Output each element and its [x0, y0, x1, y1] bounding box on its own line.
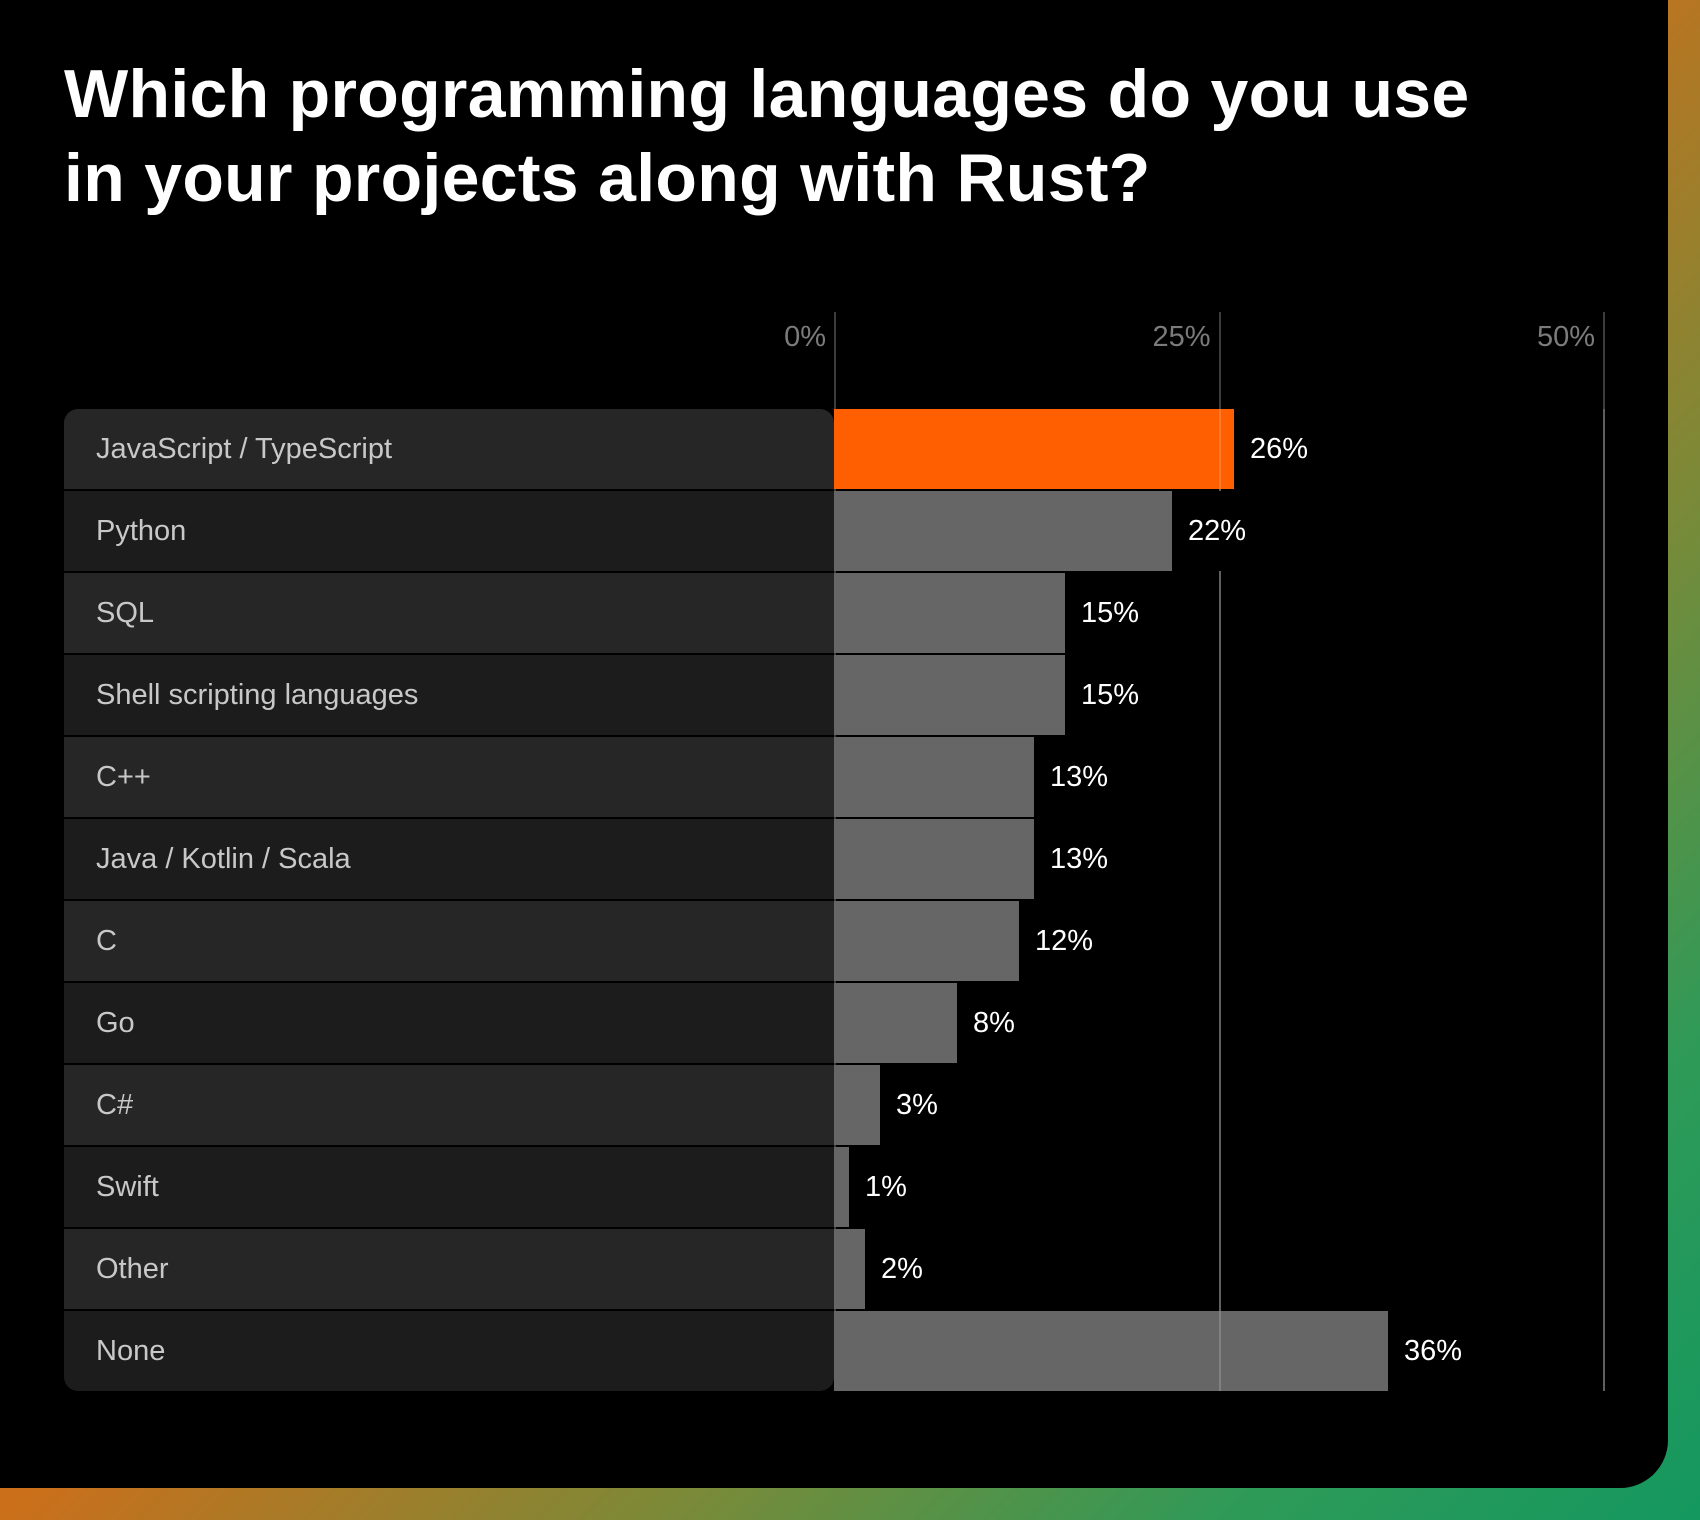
chart-title-line-2: in your projects along with Rust?: [64, 140, 1151, 216]
value-label: 36%: [1402, 1311, 1465, 1391]
category-row: Java / Kotlin / Scala: [64, 819, 834, 899]
chart-title-line-1: Which programming languages do you use: [64, 56, 1470, 132]
category-label: C++: [96, 761, 151, 793]
value-label: 22%: [1186, 491, 1249, 571]
category-row: Shell scripting languages: [64, 655, 834, 735]
category-label: C#: [96, 1089, 134, 1121]
category-label: None: [96, 1335, 166, 1367]
value-label: 13%: [1048, 819, 1111, 899]
category-label: Shell scripting languages: [96, 679, 419, 711]
gridline-overlay-50: [1603, 409, 1605, 1391]
category-label: Go: [96, 1007, 135, 1039]
category-label: SQL: [96, 597, 155, 629]
category-row: C#: [64, 1065, 834, 1145]
gridline-25: [1218, 312, 1221, 1391]
category-label: Java / Kotlin / Scala: [96, 843, 351, 875]
category-row: Other: [64, 1229, 834, 1309]
gridline-50: [1603, 312, 1605, 1391]
category-label: Swift: [96, 1171, 159, 1203]
value-label: 13%: [1048, 737, 1111, 817]
value-label: 26%: [1248, 409, 1311, 489]
category-row: C++: [64, 737, 834, 817]
value-label: 2%: [879, 1229, 925, 1309]
bar: [834, 1065, 880, 1145]
category-row: None: [64, 1311, 834, 1391]
value-label: 15%: [1079, 655, 1142, 735]
value-label: 15%: [1079, 573, 1142, 653]
category-label: C: [96, 925, 117, 957]
bar: [834, 901, 1019, 981]
bar: [834, 1229, 865, 1309]
value-label: 3%: [894, 1065, 940, 1145]
category-row: Swift: [64, 1147, 834, 1227]
category-row: Python: [64, 491, 834, 571]
bar: [834, 491, 1172, 571]
value-label: 8%: [971, 983, 1017, 1063]
bar: [834, 409, 1234, 489]
chart-title: Which programming languages do you use i…: [64, 52, 1624, 220]
value-label: 12%: [1033, 901, 1096, 981]
bar: [834, 1147, 849, 1227]
x-tick-label: 25%: [1152, 321, 1211, 353]
gridline-overlay-25: [1218, 409, 1221, 1391]
bar: [834, 983, 957, 1063]
bar: [834, 819, 1034, 899]
x-tick-label: 50%: [1536, 321, 1595, 353]
category-table: JavaScript / TypeScript Python SQL Shell sc…: [64, 409, 834, 1391]
category-row: JavaScript / TypeScript: [64, 409, 834, 489]
bar: [834, 655, 1065, 735]
category-label: Other: [96, 1253, 169, 1285]
category-row: SQL: [64, 573, 834, 653]
category-label: Python: [96, 515, 187, 547]
bar: [834, 737, 1034, 817]
bar: [834, 573, 1065, 653]
category-label: JavaScript / TypeScript: [96, 433, 393, 465]
x-tick-label: 0%: [784, 321, 826, 353]
category-row: Go: [64, 983, 834, 1063]
bar: [834, 1311, 1388, 1391]
category-row: C: [64, 901, 834, 981]
value-label: 1%: [863, 1147, 909, 1227]
chart-card: Which programming languages do you use i…: [0, 0, 1668, 1488]
